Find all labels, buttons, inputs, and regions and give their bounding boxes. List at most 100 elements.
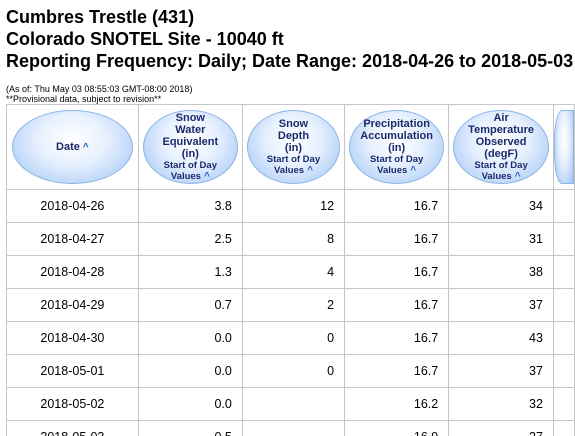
header-label: Snow <box>175 112 205 124</box>
sort-button-air-temperature[interactable]: Air Temperature Observed (degF) Start of Day… <box>453 110 549 184</box>
cell-precipitation-accumulation: 16.7 <box>344 288 450 322</box>
header-label: Temperature <box>468 124 534 136</box>
column-header-precipitation-accumulation: Precipitation Accumulation (in) Start of Da… <box>344 104 450 190</box>
header-label: Water <box>175 124 206 136</box>
cell-date: 2018-04-27 <box>6 222 139 256</box>
column-header-snow-depth: Snow Depth (in) Start of Day Values ^ <box>241 104 346 190</box>
header-label: Observed <box>475 136 527 148</box>
table-row: 2018-04-29 0.7 2 16.7 37 <box>6 288 575 322</box>
table-row: 2018-04-30 0.0 0 16.7 43 <box>6 321 575 355</box>
cell-precipitation-accumulation: 16.2 <box>344 387 450 421</box>
cell-overflow <box>552 354 575 388</box>
cell-precipitation-accumulation: 16.7 <box>344 354 450 388</box>
header-label: Depth <box>277 130 310 142</box>
cell-snow-water-equivalent: 0.5 <box>137 420 243 436</box>
header-sublabel: Values ^ <box>273 165 313 176</box>
header-sublabel: Start of Day <box>369 154 424 165</box>
site-title: Cumbres Trestle (431) <box>6 7 195 27</box>
cell-precipitation-accumulation: 16.7 <box>344 222 450 256</box>
cell-overflow <box>552 387 575 421</box>
cell-overflow <box>552 222 575 256</box>
sort-button-overflow[interactable] <box>553 110 574 184</box>
cell-air-temperature: 31 <box>448 222 554 256</box>
cell-air-temperature: 43 <box>448 321 554 355</box>
site-network: Colorado SNOTEL Site - 10040 ft <box>6 29 284 49</box>
snotel-data-table: Date ^ Snow Water Equivalent (in) Start of Day… <box>6 104 575 436</box>
column-header-date: Date ^ <box>6 104 139 190</box>
column-header-overflow <box>552 104 575 190</box>
table-row: 2018-04-26 3.8 12 16.7 34 <box>6 189 575 223</box>
header-label: (degF) <box>484 148 518 160</box>
cell-snow-water-equivalent: 3.8 <box>137 189 243 223</box>
header-sublabel: Values ^ <box>481 171 521 182</box>
cell-air-temperature: 27 <box>448 420 554 436</box>
header-label: Accumulation <box>360 130 433 142</box>
cell-precipitation-accumulation: 16.7 <box>344 255 450 289</box>
cell-snow-depth: 0 <box>241 354 346 388</box>
sort-arrow-icon: ^ <box>307 165 313 176</box>
cell-air-temperature: 34 <box>448 189 554 223</box>
cell-air-temperature: 37 <box>448 354 554 388</box>
header-label: Date ^ <box>56 140 89 153</box>
table-row: 2018-05-01 0.0 0 16.7 37 <box>6 354 575 388</box>
table-row: 2018-05-02 0.0 16.2 32 <box>6 387 575 421</box>
header-label: (in) <box>284 142 303 154</box>
column-header-snow-water-equivalent: Snow Water Equivalent (in) Start of Day Value… <box>137 104 243 190</box>
cell-date: 2018-05-01 <box>6 354 139 388</box>
header-sublabel: Values ^ <box>170 171 210 182</box>
cell-snow-depth <box>241 387 346 421</box>
cell-snow-water-equivalent: 1.3 <box>137 255 243 289</box>
report-range: Reporting Frequency: Daily; Date Range: … <box>6 51 574 71</box>
cell-snow-water-equivalent: 0.0 <box>137 354 243 388</box>
column-header-air-temperature: Air Temperature Observed (degF) Start of Day… <box>448 104 554 190</box>
table-header-row: Date ^ Snow Water Equivalent (in) Start of Day… <box>6 104 575 190</box>
sort-arrow-icon: ^ <box>82 141 89 153</box>
cell-snow-water-equivalent: 0.7 <box>137 288 243 322</box>
header-sublabel: Start of Day <box>163 160 217 171</box>
provisional-note: **Provisional data, subject to revision*… <box>6 94 162 104</box>
sort-arrow-icon: ^ <box>514 171 521 182</box>
cell-overflow <box>552 321 575 355</box>
header-sublabel: Values ^ <box>377 165 417 176</box>
header-label: (in) <box>181 148 199 160</box>
cell-air-temperature: 38 <box>448 255 554 289</box>
cell-snow-depth: 4 <box>241 255 346 289</box>
header-label: (in) <box>388 142 406 154</box>
cell-date: 2018-04-28 <box>6 255 139 289</box>
cell-snow-water-equivalent: 0.0 <box>137 387 243 421</box>
cell-date: 2018-04-26 <box>6 189 139 223</box>
cell-snow-depth: 8 <box>241 222 346 256</box>
sort-button-precipitation-accumulation[interactable]: Precipitation Accumulation (in) Start of Da… <box>349 110 445 184</box>
sort-button-snow-water-equivalent[interactable]: Snow Water Equivalent (in) Start of Day Value… <box>142 110 238 184</box>
cell-date: 2018-05-03 <box>6 420 139 436</box>
header-label: Equivalent <box>162 136 219 148</box>
sort-button-date[interactable]: Date ^ <box>12 110 133 184</box>
cell-snow-depth: 2 <box>241 288 346 322</box>
table-row: 2018-05-030.5 16.927 <box>6 420 575 436</box>
table-body: 2018-04-26 3.8 12 16.7 34 2018-04-27 2.5 8 16.7 3… <box>6 189 575 436</box>
header-sublabel: Start of Day <box>266 154 321 165</box>
cell-snow-depth <box>241 420 346 436</box>
cell-overflow <box>552 255 575 289</box>
cell-overflow <box>552 420 575 436</box>
cell-date: 2018-05-02 <box>6 387 139 421</box>
cell-snow-depth: 12 <box>241 189 346 223</box>
cell-precipitation-accumulation: 16.7 <box>344 321 450 355</box>
table-row: 2018-04-28 1.3 4 16.7 38 <box>6 255 575 289</box>
as-of-note: (As of: Thu May 03 08:55:03 GMT-08:00 20… <box>6 84 193 94</box>
cell-date: 2018-04-30 <box>6 321 139 355</box>
cell-snow-water-equivalent: 2.5 <box>137 222 243 256</box>
cell-snow-depth: 0 <box>241 321 346 355</box>
cell-overflow <box>552 189 575 223</box>
cell-air-temperature: 37 <box>448 288 554 322</box>
cell-snow-water-equivalent: 0.0 <box>137 321 243 355</box>
table-row: 2018-04-27 2.5 8 16.7 31 <box>6 222 575 256</box>
header-sublabel: Start of Day <box>474 160 528 171</box>
sort-arrow-icon: ^ <box>203 171 210 182</box>
header-label: Air <box>493 112 509 124</box>
sort-button-snow-depth[interactable]: Snow Depth (in) Start of Day Values ^ <box>246 110 340 184</box>
cell-precipitation-accumulation: 16.7 <box>344 189 450 223</box>
data-table-container: Date ^ Snow Water Equivalent (in) Start of Day… <box>6 104 575 436</box>
sort-arrow-icon: ^ <box>410 165 417 176</box>
cell-overflow <box>552 288 575 322</box>
